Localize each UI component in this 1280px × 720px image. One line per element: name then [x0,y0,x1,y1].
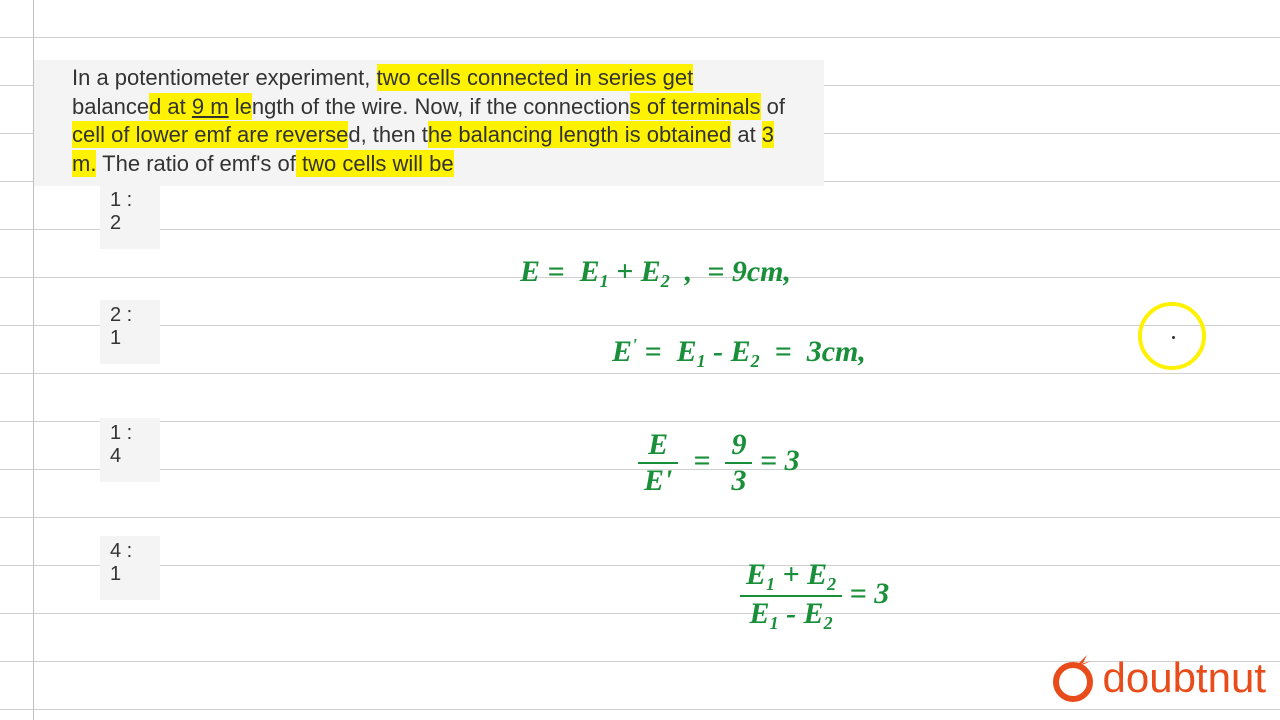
yellow-circle-annotation [1138,302,1206,370]
work-line1: E = E1 + E2 , = 9cm, [520,255,791,292]
eq-result: = 3 [760,444,800,477]
q-highlight: two cells will be [296,150,454,177]
logo-text: doubtnut [1103,654,1267,702]
q-highlight: two cells connected in series get [377,64,694,91]
work-line3: EE' = 93 = 3 [638,430,800,496]
q-part: In a potentiometer experiment, [72,65,377,90]
q-highlight: he balancing length is obtained [428,121,731,148]
frac-den: E' [638,464,678,496]
eq-result: = 3 [850,577,890,610]
q-part: at [737,122,761,147]
frac-num: 9 [725,430,752,464]
q-part: of [767,94,785,119]
q-part: d, then t [348,122,428,147]
dot-mark [1172,336,1175,339]
q-part: ngth of the wire. Now, if the connection [252,94,630,119]
work-line2: E' = E1 - E2 = 3cm, [612,335,866,372]
frac-den: 3 [725,464,752,496]
option-d[interactable]: 4 : 1 [100,536,160,600]
work-line4: E1 + E2 E1 - E2 = 3 [740,560,889,632]
question-text: In a potentiometer experiment, two cells… [34,60,824,186]
q-highlight: d at [149,93,192,120]
option-b[interactable]: 2 : 1 [100,300,160,364]
option-a[interactable]: 1 : 2 [100,185,160,249]
doubtnut-logo: doubtnut [1049,654,1267,702]
frac-num: E [638,430,678,464]
q-highlight: le [229,93,252,120]
q-part: The ratio of emf's of [96,151,295,176]
q-highlight: cell of lower emf are reverse [72,121,348,148]
logo-icon [1049,654,1097,702]
q-part: balance [72,94,149,119]
frac-den: E1 - E2 [740,597,842,632]
frac-num: E1 + E2 [740,560,842,597]
option-c[interactable]: 1 : 4 [100,418,160,482]
q-highlight: 9 m [192,93,229,120]
q-highlight: s of terminals [630,93,761,120]
